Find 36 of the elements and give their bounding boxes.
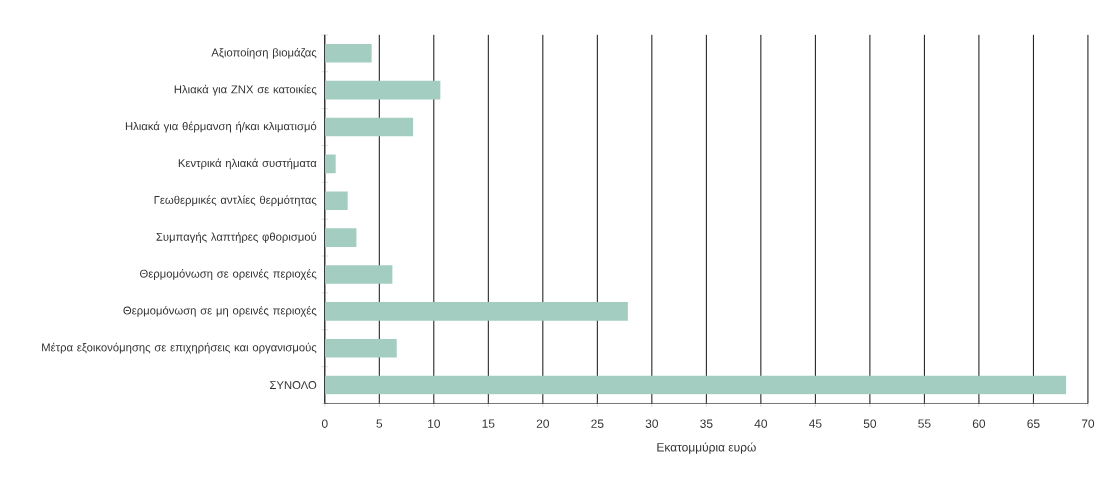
x-tick-label: 5: [376, 419, 383, 428]
bar: [324, 301, 628, 321]
x-tick-label: 0: [321, 419, 328, 428]
x-tick-label: 55: [918, 419, 931, 428]
bar: [324, 80, 441, 100]
y-tick-label: Θερμομόνωση σε ορεινές περιοχές: [140, 268, 317, 280]
y-tick-label: ΣΥΝΟΛΟ: [270, 380, 317, 389]
y-tick-label: Γεωθερμικές αντλίες θερμότητας: [154, 195, 317, 207]
bar: [324, 375, 1067, 395]
x-tick-label: 40: [754, 419, 768, 428]
bar: [324, 117, 414, 137]
x-tick-label: 35: [700, 419, 713, 428]
x-tick-label: 60: [972, 419, 986, 428]
bar: [324, 191, 348, 210]
bar: [324, 338, 397, 358]
y-tick-label: Αξιοποίηση βιομάζας: [211, 47, 317, 59]
x-tick-label: 20: [536, 419, 550, 428]
x-tick-label: 15: [482, 419, 495, 428]
y-tick-label: Κεντρικά ηλιακά συστήματα: [178, 158, 317, 170]
x-tick-label: 10: [428, 419, 440, 428]
bar: [324, 43, 372, 63]
y-tick-label: Θερμομόνωση σε μη ορεινές περιοχές: [123, 305, 317, 317]
y-tick-label: Ηλιακά για ZNX σε κατοικίες: [174, 84, 317, 96]
bar: [324, 154, 336, 174]
x-tick-label: 65: [1027, 419, 1040, 428]
y-tick-label: Ηλιακά για θέρμανση ή/και κλιματισμό: [125, 121, 317, 133]
x-tick-label: 30: [645, 419, 659, 428]
y-tick-label: Μέτρα εξοικονόμησης σε επιχηρήσεις και οργανισμούς: [42, 342, 317, 354]
y-tick-label: Συμπαγής λαπτήρες φθορισμού: [156, 232, 317, 243]
x-tick-label: 25: [591, 419, 604, 428]
x-tick-label: 50: [863, 419, 877, 428]
bar: [324, 228, 357, 247]
bar: [324, 265, 393, 284]
x-axis-title: Εκατομμύρια ευρώ: [657, 442, 756, 454]
x-tick-label: 45: [809, 419, 822, 428]
x-tick-label: 70: [1081, 419, 1095, 428]
